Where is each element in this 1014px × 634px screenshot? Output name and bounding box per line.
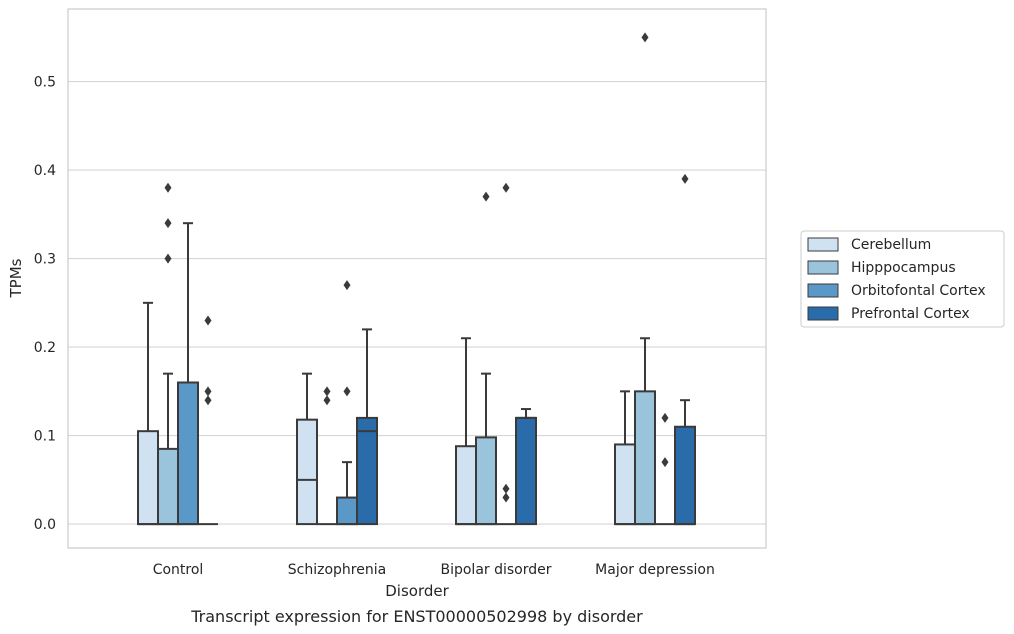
- box-3-0: [198, 315, 218, 526]
- outlier-point: [641, 32, 649, 43]
- y-tick-label: 0.4: [34, 163, 56, 179]
- box-body: [157, 447, 179, 526]
- box-1-0: [157, 182, 179, 526]
- box-0-3: [614, 390, 636, 526]
- box-2-1: [336, 280, 358, 526]
- box-2-2: [496, 182, 516, 526]
- legend-label: Hipppocampus: [851, 260, 956, 276]
- outlier-point: [164, 218, 172, 229]
- legend-swatch: [807, 283, 839, 298]
- outlier-point: [164, 253, 172, 264]
- x-axis-ticks: Control Schizophrenia Bipolar disorder Majo…: [153, 562, 715, 578]
- legend-swatch: [807, 260, 839, 275]
- legend-label: Prefrontal Cortex: [851, 306, 970, 322]
- box-0-1: [296, 372, 318, 526]
- outlier-point: [502, 492, 510, 503]
- box-body: [634, 390, 656, 526]
- outlier-point: [661, 457, 669, 468]
- box-1-1: [317, 386, 337, 526]
- x-tick-label: Bipolar disorder: [440, 562, 551, 578]
- box-2-3: [655, 412, 675, 526]
- y-tick-label: 0.3: [34, 252, 56, 268]
- box-body: [455, 445, 477, 526]
- outlier-point: [204, 386, 212, 397]
- x-tick-label: Major depression: [595, 562, 715, 578]
- box-3-2: [515, 408, 537, 526]
- box-body: [336, 496, 358, 526]
- box-1-2: [475, 191, 497, 526]
- box-body: [137, 430, 159, 526]
- outlier-point: [681, 173, 689, 184]
- box-body: [515, 416, 537, 526]
- box-0-2: [455, 337, 477, 526]
- y-tick-label: 0.0: [34, 517, 56, 533]
- box-body: [177, 381, 199, 526]
- outlier-point: [661, 412, 669, 423]
- y-tick-label: 0.2: [34, 340, 56, 356]
- legend-swatch: [807, 237, 839, 252]
- outlier-point: [323, 386, 331, 397]
- legend-label: Orbitofontal Cortex: [851, 283, 986, 299]
- box-body: [674, 425, 696, 526]
- x-tick-label: Schizophrenia: [288, 562, 386, 578]
- box-0-0: [137, 301, 159, 526]
- outlier-point: [343, 386, 351, 397]
- legend-label: Cerebellum: [851, 237, 931, 253]
- chart-caption: Transcript expression for ENST0000050299…: [190, 607, 643, 626]
- box-2-0: [177, 222, 199, 526]
- box-body: [475, 436, 497, 526]
- box-3-3: [674, 173, 696, 526]
- outlier-point: [204, 315, 212, 326]
- y-tick-label: 0.5: [34, 75, 56, 91]
- y-axis-ticks: 0.0 0.1 0.2 0.3 0.4 0.5: [34, 75, 56, 534]
- outlier-point: [164, 182, 172, 193]
- x-tick-label: Control: [153, 562, 204, 578]
- legend: Cerebellum Hipppocampus Orbitofontal Corte…: [800, 230, 1005, 328]
- outlier-point: [502, 483, 510, 494]
- y-axis-label: TPMs: [7, 258, 25, 298]
- outlier-point: [502, 182, 510, 193]
- box-body: [356, 416, 378, 526]
- box-body: [296, 418, 318, 526]
- plot-area-frame: [67, 8, 767, 549]
- legend-swatch: [807, 306, 839, 321]
- box-3-1: [356, 328, 378, 526]
- box-series-layer: [137, 32, 696, 526]
- outlier-point: [482, 191, 490, 202]
- y-tick-label: 0.1: [34, 429, 56, 445]
- legend-frame: [800, 230, 1005, 328]
- x-axis-label: Disorder: [385, 582, 449, 600]
- outlier-point: [204, 395, 212, 406]
- box-body: [614, 443, 636, 526]
- box-1-3: [634, 32, 656, 526]
- outlier-point: [323, 395, 331, 406]
- legend-items: Cerebellum Hipppocampus Orbitofontal Corte…: [807, 237, 986, 322]
- outlier-point: [343, 280, 351, 291]
